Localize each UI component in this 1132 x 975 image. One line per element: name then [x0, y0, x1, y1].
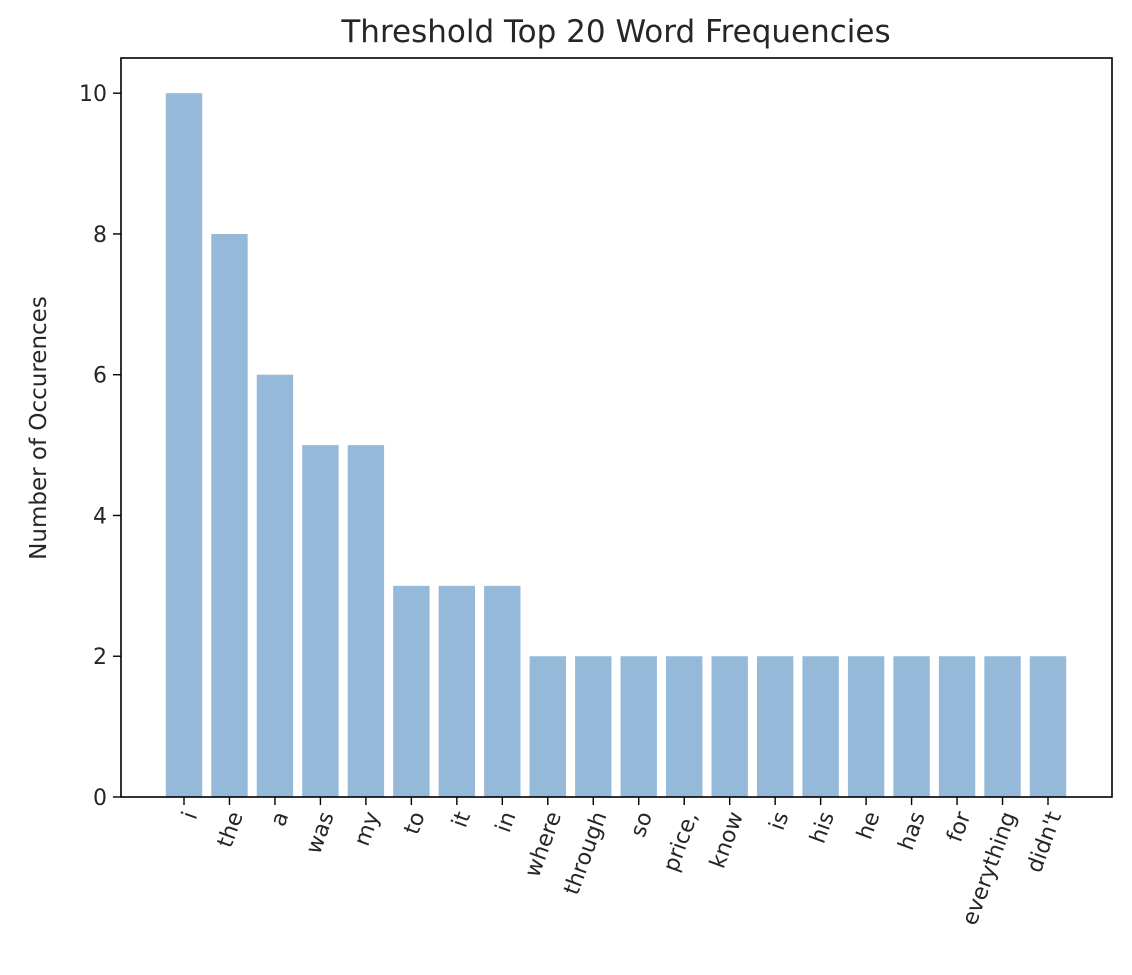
bar-to [393, 585, 430, 797]
x-tick-label: has [894, 809, 931, 854]
bar-has [893, 656, 930, 797]
x-tick-label: through [559, 809, 612, 899]
bar-know [711, 656, 748, 797]
x-tick-label: it [448, 808, 477, 831]
x-tick-label: in [491, 809, 521, 836]
chart-title: Threshold Top 20 Word Frequencies [340, 14, 890, 50]
y-tick-label: 8 [93, 223, 107, 248]
y-ticks: 0 2 4 6 8 10 [79, 82, 121, 811]
y-tick-label: 2 [93, 645, 107, 670]
bar-in [484, 585, 521, 797]
bar-it [438, 585, 476, 797]
y-tick-label: 0 [93, 786, 107, 811]
x-tick-label: is [765, 809, 795, 834]
bar-so [620, 656, 657, 797]
x-tick-label: his [806, 809, 840, 847]
bar-everything [984, 656, 1021, 797]
bar-my [347, 445, 385, 797]
x-tick-label: for [942, 808, 976, 846]
bar-where [529, 656, 566, 797]
plot-frame [120, 57, 1113, 798]
y-tick-label: 10 [79, 82, 107, 107]
x-tick-label: to [400, 809, 431, 838]
bar-his [802, 656, 839, 797]
bar-for [938, 656, 976, 797]
bar-the [211, 233, 248, 797]
bar-is [756, 656, 794, 797]
x-tick-label: a [266, 809, 294, 830]
x-tick-label: was [302, 809, 340, 858]
bar-he [847, 656, 885, 797]
x-tick-label: price, [659, 809, 704, 876]
bar-price, [666, 656, 703, 797]
y-tick-label: 6 [93, 364, 107, 389]
x-tick-label: my [350, 809, 385, 850]
y-tick-label: 4 [93, 504, 107, 529]
x-tick-label: i [178, 809, 204, 823]
y-axis-label: Number of Occurences [26, 296, 52, 560]
x-tick-label: so [626, 809, 658, 841]
x-tick-label: didn't [1022, 808, 1067, 876]
x-tick-label: know [706, 809, 749, 872]
bar-i [165, 93, 203, 797]
bar-was [302, 445, 339, 797]
bar-didn't [1029, 656, 1067, 797]
bar-through [575, 656, 612, 797]
bars-layer [165, 93, 1067, 797]
x-tick-label: he [852, 809, 885, 843]
x-tick-label: where [520, 809, 567, 881]
bar-a [256, 374, 294, 797]
x-tick-label: the [213, 809, 249, 851]
